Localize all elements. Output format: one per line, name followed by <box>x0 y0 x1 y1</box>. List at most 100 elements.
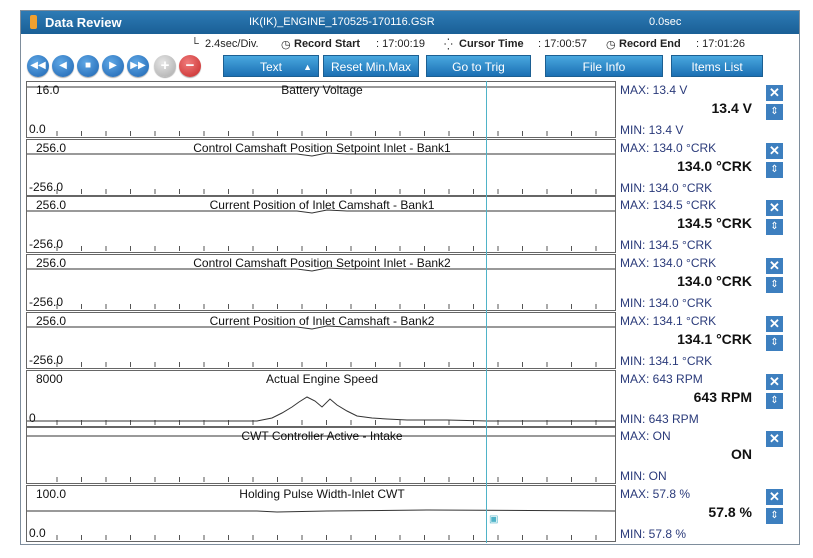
value-panel: MAX: 13.4 V 13.4 V MIN: 13.4 V <box>617 81 787 138</box>
close-icon[interactable]: ✕ <box>766 431 783 448</box>
y-axis-min: -256.0 <box>29 179 64 194</box>
signal-plot[interactable]: 8000 0 Actual Engine Speed <box>26 369 616 427</box>
min-value: MIN: 57.8 % <box>620 526 687 541</box>
close-icon[interactable]: ✕ <box>766 488 783 505</box>
value-panel: MAX: 134.0 °CRK 134.0 °CRK MIN: 134.0 °CRK <box>617 139 787 196</box>
go-to-trig-button[interactable]: Go to Trig <box>426 55 531 77</box>
y-axis-max: 256.0 <box>36 313 67 328</box>
signal-name: Current Position of Inlet Camshaft - Ban… <box>209 313 435 328</box>
max-value: MAX: 134.1 °CRK <box>620 313 717 328</box>
add-icon[interactable]: + <box>154 55 176 77</box>
rewind-icon[interactable]: ◀◀ <box>27 55 49 77</box>
max-value: MAX: 643 RPM <box>620 371 703 386</box>
signal-trace <box>27 435 615 483</box>
data-row: CWT Controller Active - Intake MAX: ON ON M… <box>26 427 796 485</box>
current-value: ON <box>731 446 752 463</box>
up-down-icon[interactable]: ⇕ <box>766 219 783 236</box>
signal-plot[interactable]: 256.0 -256.0 Control Camshaft Position Set… <box>26 138 616 196</box>
close-icon[interactable]: ✕ <box>766 315 783 332</box>
close-icon[interactable]: ✕ <box>766 258 783 275</box>
y-axis-max: 256.0 <box>36 140 67 155</box>
window-title: Data Review <box>45 15 122 30</box>
signal-plot[interactable]: 16.0 0.0 Battery Voltage <box>26 81 616 138</box>
file-info-button[interactable]: File Info <box>545 55 663 77</box>
signal-name: Battery Voltage <box>281 83 363 97</box>
data-row: 256.0 -256.0 Current Position of Inlet Cam… <box>26 311 796 369</box>
signal-name: Control Camshaft Position Setpoint Inlet… <box>193 256 451 271</box>
trace-line <box>27 395 615 421</box>
items-list-button[interactable]: Items List <box>671 55 763 77</box>
play-icon[interactable]: ▶ <box>102 55 124 77</box>
cursor-line[interactable] <box>486 81 487 543</box>
signal-plot[interactable]: 256.0 -256.0 Current Position of Inlet Cam… <box>26 196 616 254</box>
y-axis-max: 16.0 <box>36 83 60 97</box>
data-row: 256.0 -256.0 Control Camshaft Position Set… <box>26 254 796 312</box>
record-end-label: Record End <box>619 38 681 50</box>
signal-name: Actual Engine Speed <box>265 371 379 386</box>
record-end: : 17:01:26 <box>696 38 745 50</box>
cursor-marker-icon: ▣ <box>489 513 499 525</box>
signal-name: Control Camshaft Position Setpoint Inlet… <box>193 140 451 155</box>
data-row: 256.0 -256.0 Current Position of Inlet Cam… <box>26 196 796 254</box>
max-value: MAX: ON <box>620 429 671 444</box>
signal-plot[interactable]: 100.0 0.0 Holding Pulse Width-Inlet CWT ▣ <box>26 484 616 542</box>
previous-icon[interactable]: ◀ <box>52 55 74 77</box>
up-down-icon[interactable]: ⇕ <box>766 507 783 524</box>
y-axis-min: 0.0 <box>29 122 46 136</box>
close-icon[interactable]: ✕ <box>766 200 783 217</box>
y-axis-max: 256.0 <box>36 198 67 213</box>
reset-min-max-button[interactable]: Reset Min.Max <box>323 55 419 77</box>
current-value: 134.5 °CRK <box>677 215 752 232</box>
y-axis-max: 8000 <box>36 371 63 386</box>
min-value: MIN: 134.0 °CRK <box>620 180 713 195</box>
max-value: MAX: 57.8 % <box>620 486 691 501</box>
trace-line <box>27 509 615 513</box>
value-panel: MAX: 134.5 °CRK 134.5 °CRK MIN: 134.5 °CRK <box>617 196 787 253</box>
text-select-label: Text <box>259 60 282 74</box>
up-down-icon[interactable]: ⇕ <box>766 104 783 120</box>
signal-trace <box>27 209 615 252</box>
close-icon[interactable]: ✕ <box>766 85 783 101</box>
signal-plot[interactable]: CWT Controller Active - Intake <box>26 427 616 485</box>
up-down-icon[interactable]: ⇕ <box>766 334 783 351</box>
text-select[interactable]: Text ▲ <box>223 55 319 77</box>
app-icon <box>30 15 37 29</box>
data-row: 8000 0 Actual Engine Speed MAX: 643 RPM 643 … <box>26 369 796 427</box>
max-value: MAX: 134.0 °CRK <box>620 140 717 155</box>
up-down-icon[interactable]: ⇕ <box>766 277 783 294</box>
value-panel: MAX: 134.0 °CRK 134.0 °CRK MIN: 134.0 °CRK <box>617 254 787 311</box>
max-value: MAX: 13.4 V <box>620 83 688 97</box>
close-icon[interactable]: ✕ <box>766 142 783 159</box>
cursor-time-label: Cursor Time <box>459 38 524 50</box>
y-axis-min: -256.0 <box>29 237 64 252</box>
value-panel: MAX: 643 RPM 643 RPM MIN: 643 RPM <box>617 370 787 427</box>
min-value: MIN: 643 RPM <box>620 411 699 426</box>
stop-icon[interactable]: ■ <box>77 55 99 77</box>
signal-name: Holding Pulse Width-Inlet CWT <box>239 486 405 501</box>
min-value: MIN: ON <box>620 469 667 484</box>
max-value: MAX: 134.0 °CRK <box>620 256 717 271</box>
close-icon[interactable]: ✕ <box>766 373 783 390</box>
data-row: 256.0 -256.0 Control Camshaft Position Set… <box>26 138 796 196</box>
signal-trace <box>27 325 615 367</box>
up-down-icon[interactable]: ⇕ <box>766 392 783 409</box>
trace-line <box>27 209 615 214</box>
current-value: 57.8 % <box>708 503 752 520</box>
min-value: MIN: 134.5 °CRK <box>620 238 713 253</box>
remove-icon[interactable]: − <box>179 55 201 77</box>
record-start: : 17:00:19 <box>376 38 425 50</box>
y-axis-min: 0.0 <box>29 525 46 540</box>
signal-trace <box>27 395 615 425</box>
signal-plot[interactable]: 256.0 -256.0 Control Camshaft Position Set… <box>26 254 616 312</box>
value-panel: MAX: 134.1 °CRK 134.1 °CRK MIN: 134.1 °CRK <box>617 312 787 369</box>
signal-trace <box>27 152 615 194</box>
division-icon: └ <box>191 38 199 50</box>
min-value: MIN: 134.0 °CRK <box>620 296 713 311</box>
record-info-row: └ 2.4sec/Div. ◷ Record Start : 17:00:19 … <box>21 36 799 52</box>
current-value: 13.4 V <box>711 100 752 116</box>
clock-icon: ◷ <box>281 39 291 51</box>
toolbar: ◀◀ ◀ ■ ▶ ▶▶ + − Text ▲ Reset Min.Max Go … <box>21 53 799 79</box>
fast-forward-icon[interactable]: ▶▶ <box>127 55 149 77</box>
signal-plot[interactable]: 256.0 -256.0 Current Position of Inlet Cam… <box>26 311 616 369</box>
up-down-icon[interactable]: ⇕ <box>766 161 783 178</box>
